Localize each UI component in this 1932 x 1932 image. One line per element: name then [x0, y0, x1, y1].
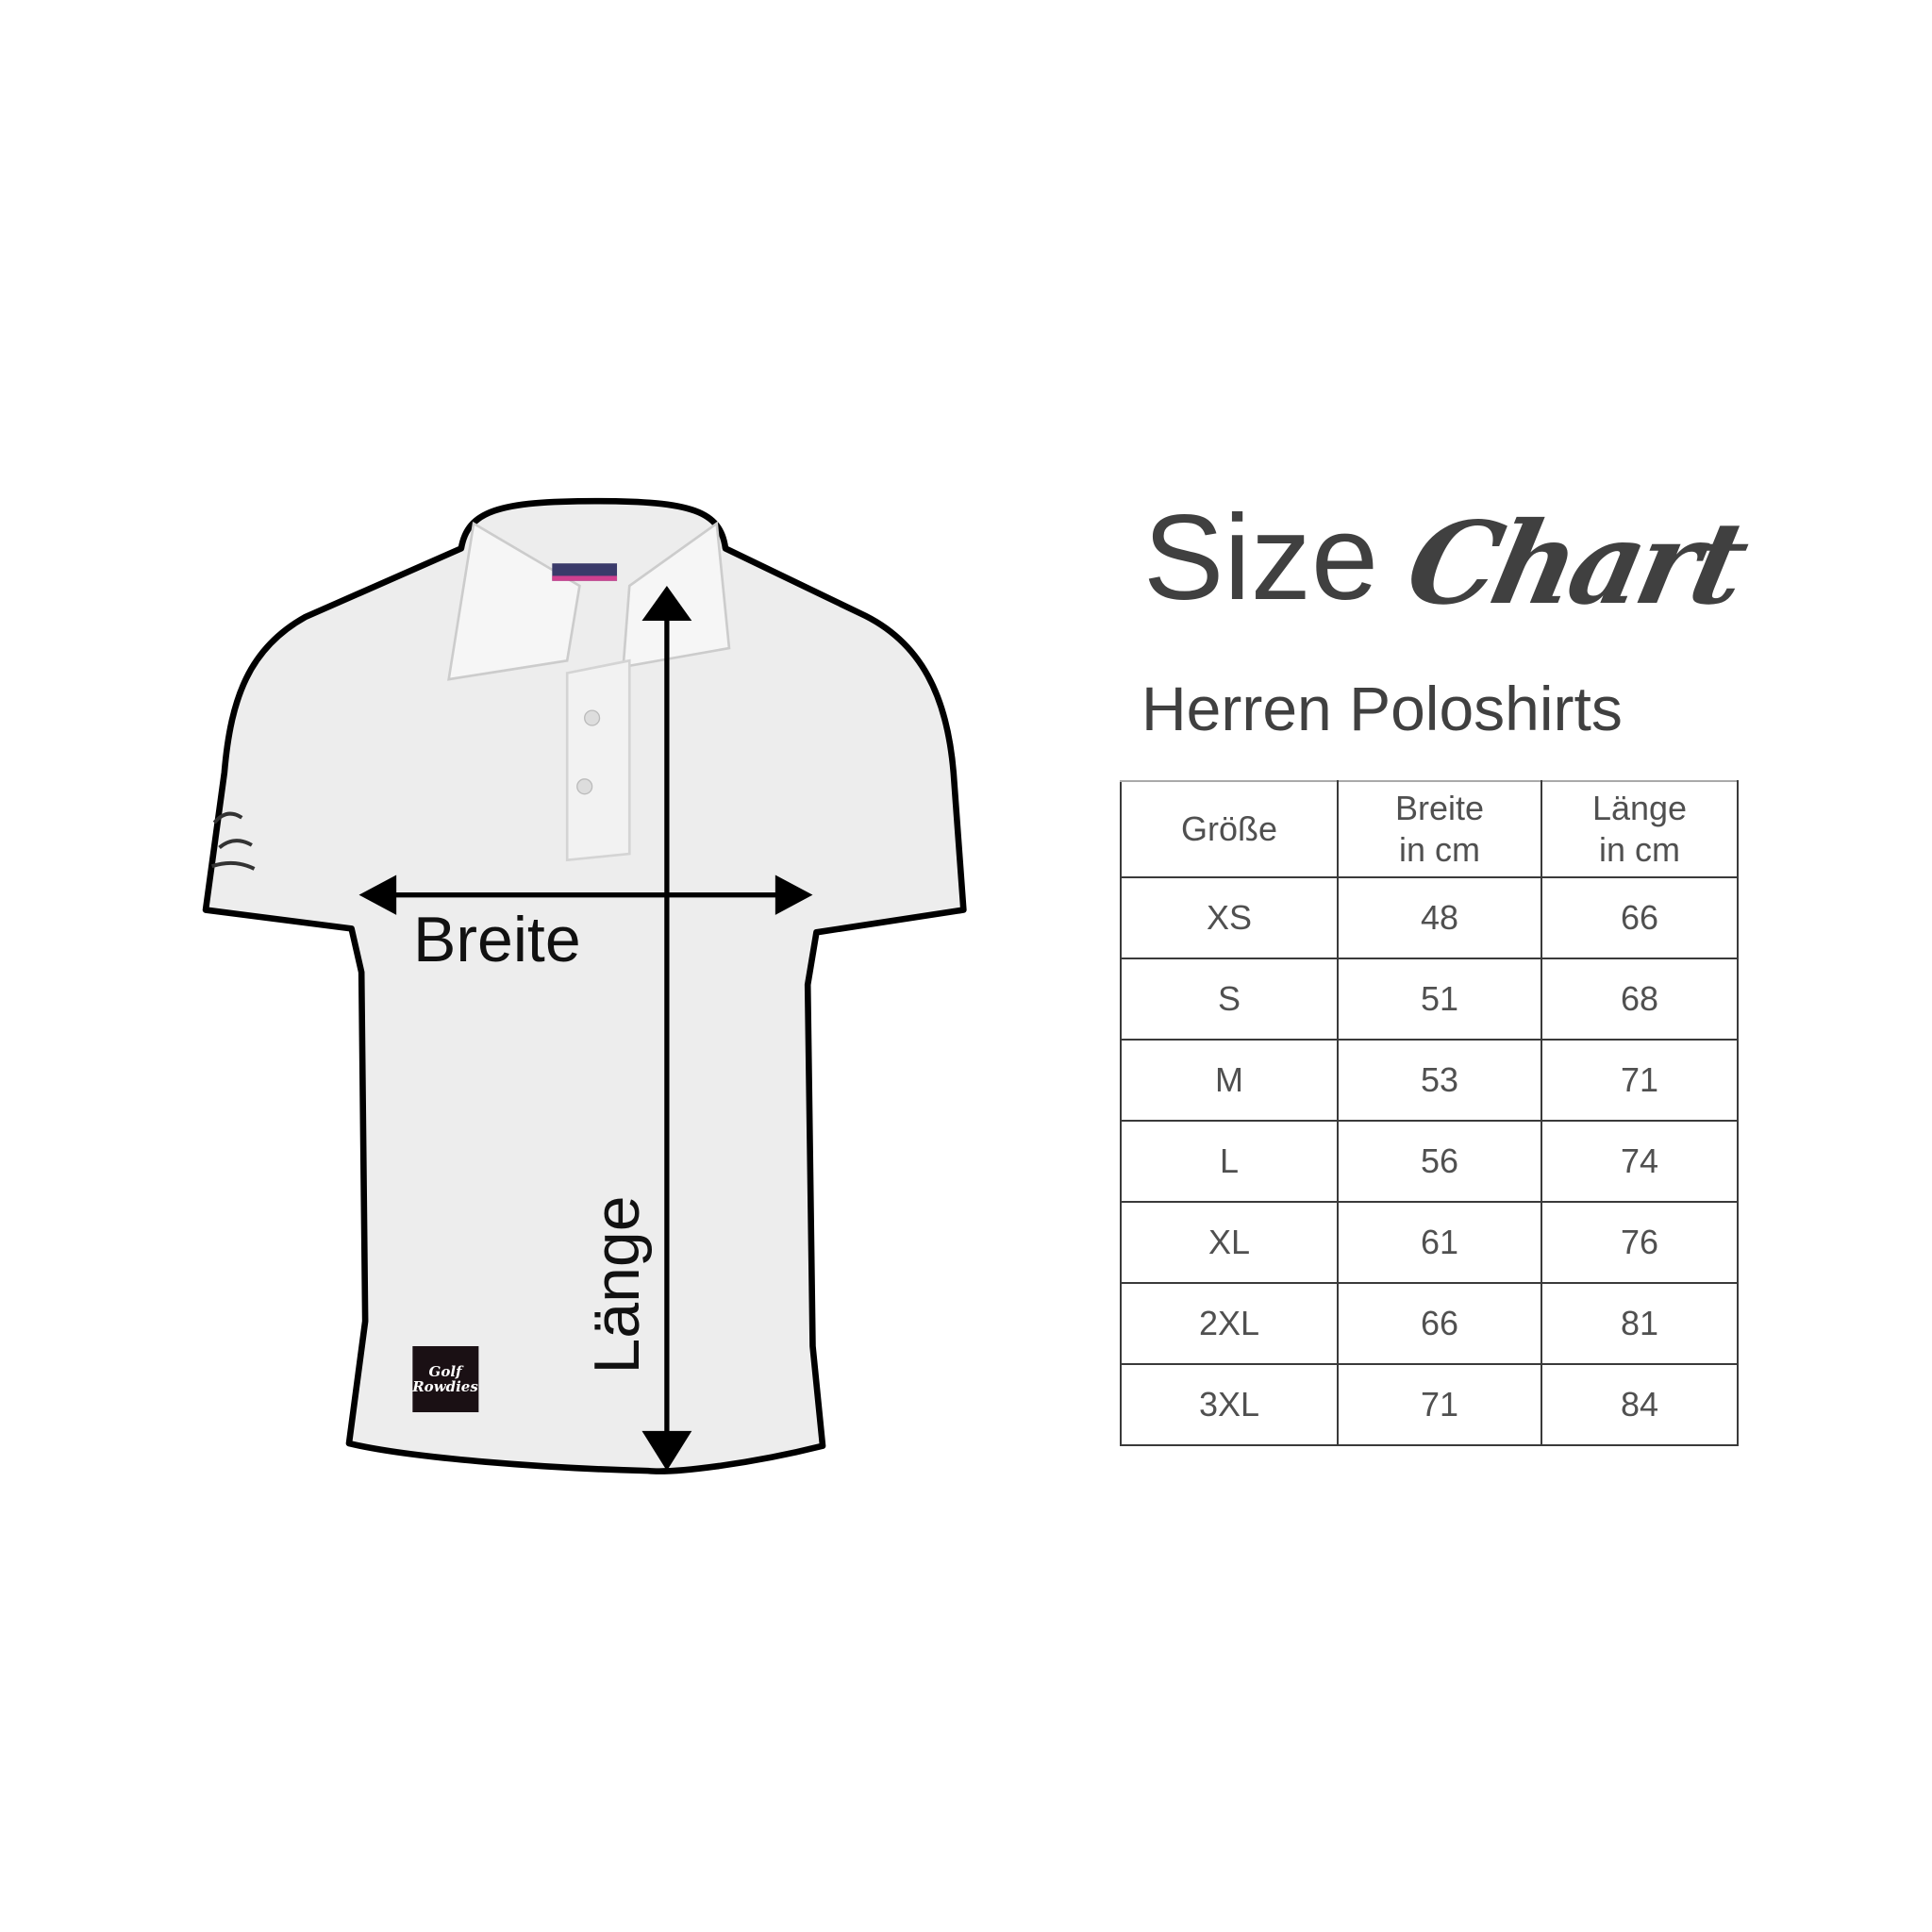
header-text: Größe: [1180, 809, 1278, 848]
header-unit: in cm: [1398, 830, 1480, 869]
header-text: Länge: [1591, 789, 1688, 827]
arrow-right-icon: [774, 874, 813, 915]
neck-label-stripe: [552, 575, 618, 581]
table-header-row: Größe Breite in cm Länge in cm: [1120, 780, 1739, 878]
arrow-down-icon: [641, 1430, 692, 1472]
header-text: Breite: [1394, 789, 1485, 827]
arrow-left-icon: [358, 874, 397, 915]
header-width: Breite in cm: [1337, 780, 1542, 878]
cell-length: 76: [1541, 1201, 1739, 1284]
hem-logo-brand: Golf Rowdies: [412, 1363, 478, 1395]
header-unit: in cm: [1598, 830, 1680, 869]
cell-size: XL: [1120, 1201, 1339, 1284]
sleeve-logo: [210, 811, 256, 871]
cell-length: 74: [1541, 1120, 1739, 1203]
cell-width: 53: [1337, 1039, 1542, 1122]
header-length: Länge in cm: [1541, 780, 1739, 878]
subtitle: Herren Poloshirts: [1141, 674, 1623, 743]
table-row: 2XL 66 81: [1120, 1282, 1739, 1365]
cell-length: 81: [1541, 1282, 1739, 1365]
collar-left: [447, 521, 581, 681]
table-row: XL 61 76: [1120, 1201, 1739, 1284]
cell-size: M: [1120, 1039, 1339, 1122]
cell-length: 84: [1541, 1363, 1739, 1446]
cell-width: 56: [1337, 1120, 1542, 1203]
shirt-outline: [202, 497, 967, 1474]
length-label: Länge: [581, 1195, 653, 1374]
table-row: XS 48 66: [1120, 876, 1739, 959]
cell-size: L: [1120, 1120, 1339, 1203]
cell-length: 68: [1541, 958, 1739, 1041]
header-size: Größe: [1120, 780, 1339, 878]
cell-size: XS: [1120, 876, 1339, 959]
width-label: Breite: [413, 904, 581, 975]
placket: [565, 658, 631, 862]
cell-size: 2XL: [1120, 1282, 1339, 1365]
button: [584, 709, 601, 726]
cell-width: 51: [1337, 958, 1542, 1041]
title-chart-script: Chart: [1396, 497, 1755, 630]
button: [576, 778, 593, 795]
cell-length: 71: [1541, 1039, 1739, 1122]
table-row: S 51 68: [1120, 958, 1739, 1041]
cell-length: 66: [1541, 876, 1739, 959]
cell-size: 3XL: [1120, 1363, 1339, 1446]
cell-width: 61: [1337, 1201, 1542, 1284]
cell-width: 48: [1337, 876, 1542, 959]
cell-width: 71: [1337, 1363, 1542, 1446]
title-size: Size: [1143, 491, 1378, 625]
cell-width: 66: [1337, 1282, 1542, 1365]
hem-logo-patch: [412, 1345, 479, 1413]
table-row: 3XL 71 84: [1120, 1363, 1739, 1446]
size-table: Größe Breite in cm Länge in cm XS 48 66 S 51 68…: [1120, 780, 1739, 1446]
cell-size: S: [1120, 958, 1339, 1041]
arrow-up-icon: [641, 586, 692, 622]
table-row: L 56 74: [1120, 1120, 1739, 1203]
table-row: M 53 71: [1120, 1039, 1739, 1122]
